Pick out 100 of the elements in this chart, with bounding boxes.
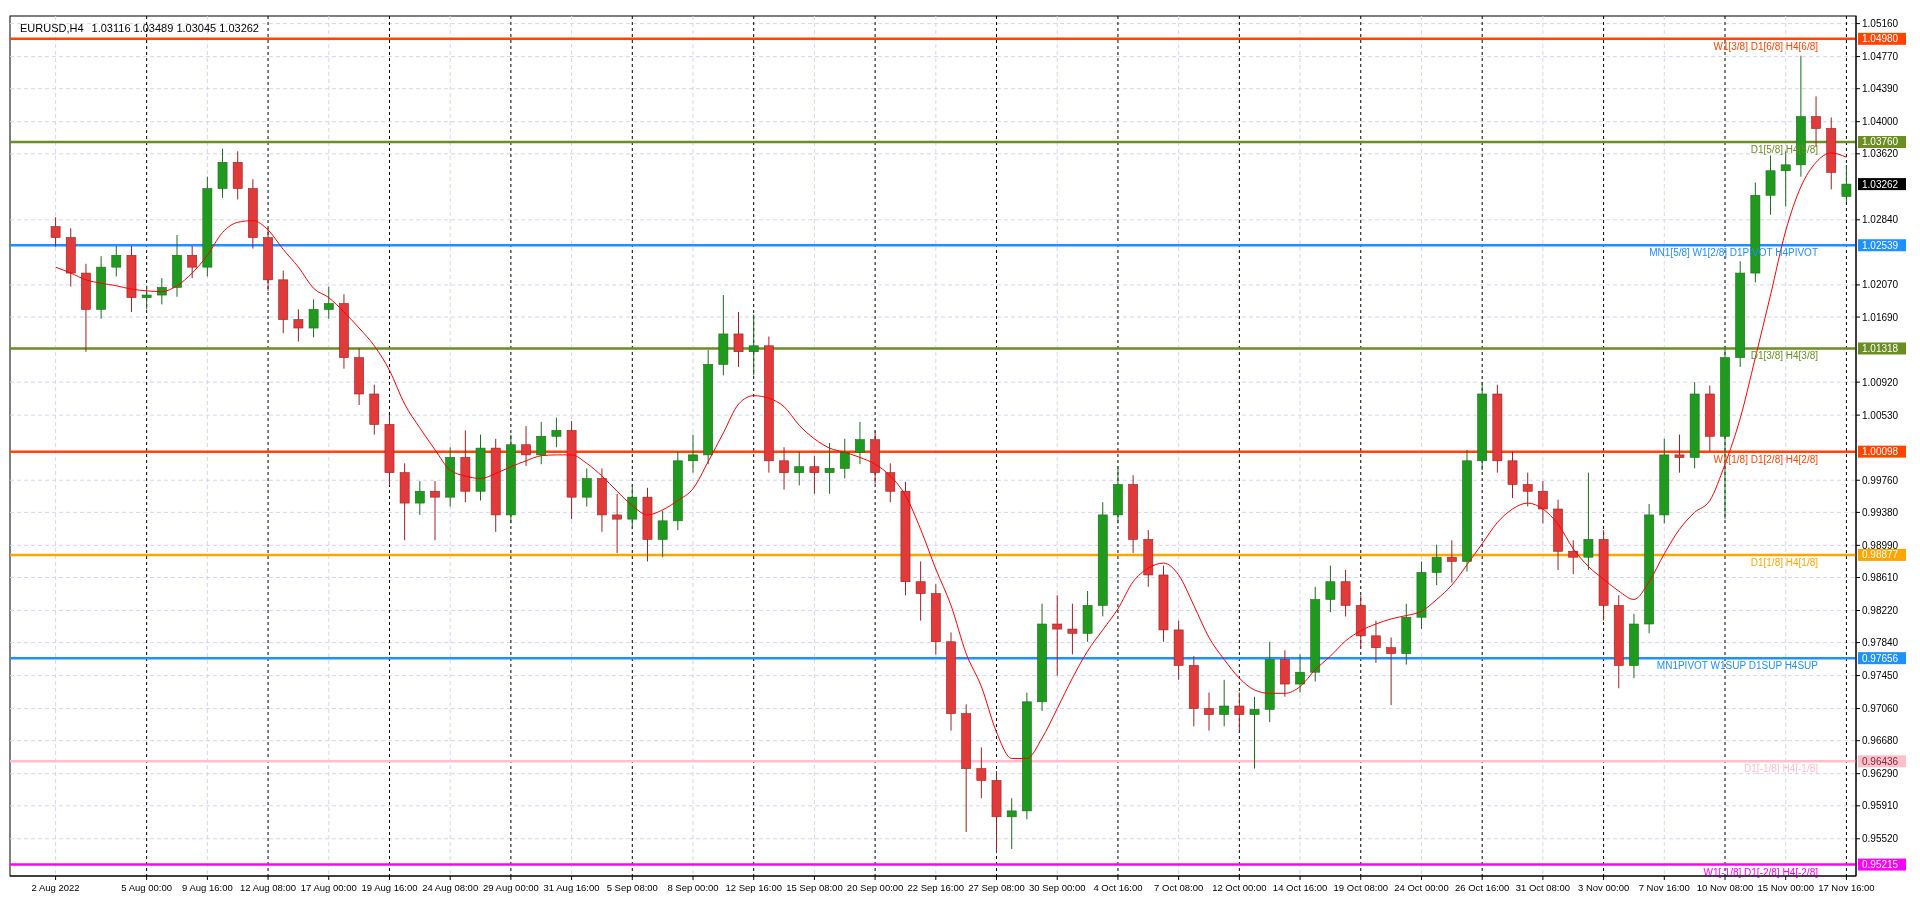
candlestick	[1067, 603, 1078, 655]
y-tick-label: 1.00530	[1862, 409, 1899, 421]
candlestick	[1204, 692, 1214, 732]
candlestick	[779, 446, 789, 491]
x-tick-label: 12 Sep 16:00	[725, 882, 782, 893]
candlestick	[733, 311, 744, 368]
y-tick-label: 0.95520	[1862, 833, 1899, 845]
candlestick	[839, 438, 850, 480]
candlestick	[1674, 434, 1685, 474]
candlestick	[1006, 797, 1017, 850]
x-tick-label: 9 Aug 16:00	[181, 882, 233, 893]
x-tick-label: 5 Sep 08:00	[606, 882, 658, 893]
y-tick-label: 0.96680	[1862, 735, 1899, 747]
candlestick	[521, 425, 531, 467]
x-tick-label: 7 Nov 16:00	[1638, 882, 1690, 893]
ref-line-label: D1[1/8] H4[1/8]	[1750, 556, 1819, 568]
candlestick	[1371, 620, 1381, 664]
x-tick-label: 29 Aug 00:00	[482, 882, 539, 893]
y-tick-label: 0.97840	[1862, 637, 1899, 649]
candlestick	[1386, 637, 1396, 706]
ref-line-label: W1[-1/8] D1[-2/8] H4[-2/8]	[1703, 866, 1819, 878]
candlestick	[855, 421, 865, 465]
candlestick	[308, 298, 319, 338]
y-tick-label: 1.00920	[1862, 376, 1899, 388]
candlestick	[1234, 692, 1245, 732]
candlestick	[581, 467, 592, 507]
x-tick-label: 22 Sep 16:00	[907, 882, 965, 893]
candlestick	[1249, 696, 1260, 770]
x-tick-label: 2 Aug 2022	[31, 882, 80, 893]
candlestick	[748, 314, 759, 376]
candlestick	[1446, 539, 1457, 584]
y-tick-label: 1.03620	[1862, 148, 1899, 160]
y-tick-label: 0.98610	[1862, 571, 1899, 583]
y-tick-label: 1.04000	[1862, 116, 1899, 128]
y-tick-label: 0.98990	[1862, 539, 1899, 551]
x-tick-label: 8 Sep 00:00	[667, 882, 719, 893]
x-tick-label: 12 Aug 08:00	[240, 882, 297, 893]
x-tick-label: 20 Sep 00:00	[846, 882, 904, 893]
candlestick	[688, 434, 698, 474]
candlestick	[1522, 472, 1533, 507]
candlestick	[187, 245, 198, 279]
x-tick-label: 27 Sep 08:00	[968, 882, 1025, 893]
y-tick-label: 1.01690	[1862, 311, 1899, 323]
x-tick-label: 12 Oct 00:00	[1212, 882, 1267, 893]
y-tick-label: 1.04770	[1862, 51, 1899, 63]
candlestick	[551, 417, 562, 448]
x-tick-label: 7 Oct 08:00	[1154, 882, 1204, 893]
candlestick	[885, 462, 896, 503]
x-tick-label: 5 Aug 00:00	[121, 882, 173, 893]
candlestick	[1568, 539, 1579, 575]
ref-line-label: W1[3/8] D1[6/8] H4[6/8]	[1713, 40, 1819, 52]
text: 0.98877	[1862, 549, 1899, 561]
candlestick	[794, 451, 805, 486]
y-tick-label: 0.99760	[1862, 474, 1899, 486]
candlestick	[430, 480, 440, 541]
candlestick	[1507, 451, 1518, 499]
y-tick-label: 0.98220	[1862, 604, 1899, 616]
x-tick-label: 19 Oct 08:00	[1333, 882, 1388, 893]
candlestick	[1219, 679, 1230, 727]
x-tick-label: 10 Nov 08:00	[1696, 882, 1754, 893]
x-tick-label: 14 Oct 16:00	[1272, 882, 1328, 893]
candlestick	[1340, 569, 1351, 617]
y-tick-label: 1.02840	[1862, 214, 1899, 226]
x-tick-label: 3 Nov 00:00	[1577, 882, 1630, 893]
y-tick-label: 0.97060	[1862, 703, 1899, 715]
candlestick	[141, 285, 152, 310]
text: 1.00098	[1862, 446, 1899, 458]
x-tick-label: 24 Oct 00:00	[1394, 882, 1449, 893]
text: 1.02539	[1862, 239, 1899, 251]
candlestick	[612, 493, 622, 554]
candlestick	[1295, 653, 1305, 693]
candlestick	[111, 245, 122, 277]
x-tick-label: 31 Aug 16:00	[543, 882, 600, 893]
candlestick	[1841, 164, 1852, 203]
text: EURUSD,H4	[20, 22, 84, 34]
text: 0.96436	[1862, 755, 1899, 767]
candlestick	[1052, 594, 1063, 677]
text: 0.97656	[1862, 652, 1899, 664]
text: 1.01318	[1862, 343, 1899, 354]
candlestick	[915, 560, 926, 622]
ref-line-label: MN1PIVOT W1SUP D1SUP H4SUP	[1656, 660, 1819, 672]
y-tick-label: 1.04390	[1862, 83, 1899, 95]
candlestick	[976, 746, 987, 799]
y-tick-label: 1.02070	[1862, 279, 1899, 291]
x-tick-label: 17 Nov 16:00	[1818, 882, 1875, 893]
text: 1.03262	[1862, 178, 1899, 190]
candlestick	[824, 442, 835, 495]
ref-line-label: D1[-1/8] H4[-1/8]	[1744, 763, 1819, 775]
x-tick-label: 15 Sep 08:00	[786, 882, 843, 893]
y-tick-label: 1.05160	[1862, 18, 1899, 30]
candlestick	[1538, 480, 1548, 524]
x-tick-label: 31 Oct 08:00	[1515, 882, 1571, 893]
candlestick	[323, 286, 334, 320]
candlestick	[536, 421, 547, 465]
x-tick-label: 17 Aug 00:00	[300, 882, 357, 893]
candlestick	[1431, 544, 1442, 586]
candlestick	[1325, 565, 1336, 613]
candlestick	[627, 484, 638, 530]
candlestick	[657, 510, 668, 558]
x-tick-label: 24 Aug 08:00	[422, 882, 479, 893]
